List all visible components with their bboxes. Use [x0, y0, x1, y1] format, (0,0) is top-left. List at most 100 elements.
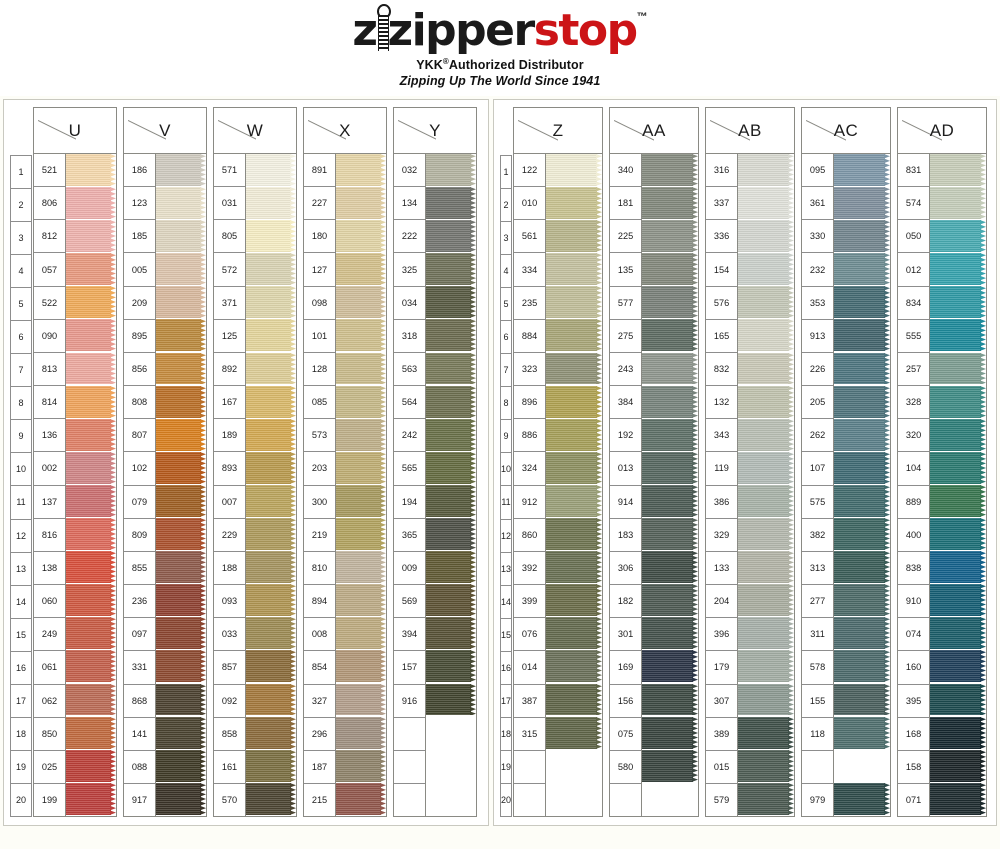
thread-code-cell[interactable]: 296: [304, 717, 335, 751]
thread-code-cell[interactable]: 316: [706, 154, 738, 188]
color-column-y[interactable]: Y 032 134 222 325 034 318 563 564 242 565 194 365 009…: [393, 107, 477, 817]
thread-code-cell[interactable]: 396: [706, 618, 738, 652]
thread-code-cell[interactable]: 085: [304, 386, 335, 420]
thread-swatch[interactable]: [246, 683, 296, 716]
thread-code-cell[interactable]: 169: [610, 651, 642, 685]
thread-swatch[interactable]: [246, 617, 296, 650]
thread-swatch[interactable]: [930, 154, 987, 186]
thread-swatch[interactable]: [336, 617, 386, 650]
thread-swatch[interactable]: [834, 352, 891, 385]
thread-swatch[interactable]: [642, 650, 699, 683]
thread-code-cell[interactable]: 831: [898, 154, 930, 188]
thread-code-cell[interactable]: 138: [34, 551, 65, 586]
thread-code-cell[interactable]: 580: [610, 750, 642, 784]
thread-code-cell[interactable]: 565: [394, 452, 425, 486]
thread-swatch[interactable]: [246, 716, 296, 749]
thread-code-cell[interactable]: 060: [34, 585, 65, 619]
thread-code-cell[interactable]: 913: [802, 319, 834, 353]
thread-code-cell[interactable]: 242: [394, 419, 425, 453]
thread-swatch[interactable]: [930, 716, 987, 749]
thread-code-cell[interactable]: 189: [214, 419, 245, 453]
thread-code-cell[interactable]: 249: [34, 618, 65, 652]
thread-swatch[interactable]: [642, 518, 699, 550]
thread-swatch[interactable]: [156, 220, 206, 253]
thread-swatch[interactable]: [246, 749, 296, 782]
thread-code-cell[interactable]: 209: [124, 286, 155, 320]
thread-code-cell[interactable]: 205: [802, 386, 834, 420]
color-column-ad[interactable]: AD 831 574 050 012 834 555 257 328 320 104 889 400 83…: [897, 107, 988, 817]
thread-code-cell[interactable]: 123: [124, 187, 155, 221]
thread-swatch[interactable]: [66, 154, 116, 186]
thread-swatch[interactable]: [156, 154, 206, 186]
thread-swatch[interactable]: [336, 518, 386, 550]
thread-swatch[interactable]: [426, 187, 476, 219]
thread-swatch[interactable]: [834, 750, 890, 782]
thread-swatch[interactable]: [336, 187, 386, 219]
thread-code-cell[interactable]: 136: [34, 419, 65, 453]
thread-swatch[interactable]: [642, 154, 699, 186]
thread-swatch[interactable]: [930, 286, 987, 319]
thread-swatch[interactable]: [66, 253, 116, 286]
thread-code-cell[interactable]: 134: [394, 187, 425, 221]
thread-code-cell[interactable]: 257: [898, 352, 930, 387]
thread-code-cell[interactable]: 092: [214, 684, 245, 718]
thread-code-cell[interactable]: 090: [34, 319, 65, 353]
thread-swatch[interactable]: [156, 683, 206, 716]
thread-swatch[interactable]: [930, 319, 987, 352]
thread-swatch[interactable]: [546, 253, 603, 286]
thread-swatch[interactable]: [246, 187, 296, 219]
thread-code-cell[interactable]: 382: [802, 518, 834, 552]
thread-code-cell[interactable]: 186: [124, 154, 155, 188]
thread-swatch[interactable]: [156, 551, 206, 584]
thread-code-cell[interactable]: 858: [214, 717, 245, 751]
thread-code-cell[interactable]: 222: [394, 220, 425, 254]
thread-code-cell[interactable]: 832: [706, 352, 738, 387]
thread-code-cell[interactable]: 183: [610, 518, 642, 552]
thread-swatch[interactable]: [336, 683, 386, 716]
thread-swatch[interactable]: [546, 418, 603, 451]
thread-code-cell[interactable]: 013: [610, 452, 642, 486]
thread-code-cell[interactable]: 850: [34, 717, 65, 751]
thread-code-cell[interactable]: 563: [394, 352, 425, 387]
thread-code-cell[interactable]: 808: [124, 386, 155, 420]
thread-code-cell[interactable]: 576: [706, 286, 738, 320]
thread-swatch[interactable]: [642, 783, 698, 815]
color-column-z[interactable]: Z 122 010 561 334 235 884 323 896 886 324 912 860 392…: [513, 107, 604, 817]
thread-code-cell[interactable]: 522: [34, 286, 65, 320]
thread-swatch[interactable]: [834, 220, 891, 253]
thread-swatch[interactable]: [246, 782, 296, 815]
thread-code-cell[interactable]: 155: [802, 684, 834, 718]
thread-code-cell[interactable]: 337: [706, 187, 738, 221]
thread-swatch[interactable]: [546, 716, 603, 749]
thread-swatch[interactable]: [246, 352, 296, 385]
thread-swatch[interactable]: [156, 650, 206, 683]
thread-code-cell[interactable]: 365: [394, 518, 425, 552]
thread-swatch[interactable]: [156, 253, 206, 286]
thread-swatch[interactable]: [738, 650, 795, 683]
thread-swatch[interactable]: [246, 286, 296, 319]
thread-swatch[interactable]: [834, 617, 891, 650]
thread-code-cell[interactable]: 002: [34, 452, 65, 486]
thread-swatch[interactable]: [834, 551, 891, 584]
thread-code-cell[interactable]: 573: [304, 419, 335, 453]
thread-swatch[interactable]: [642, 749, 699, 782]
thread-code-cell[interactable]: 031: [214, 187, 245, 221]
thread-code-cell[interactable]: 330: [802, 220, 834, 254]
thread-code-cell[interactable]: 009: [394, 551, 425, 586]
thread-code-cell[interactable]: 010: [514, 187, 546, 221]
thread-swatch[interactable]: [834, 650, 891, 683]
thread-swatch[interactable]: [546, 352, 603, 385]
thread-code-cell[interactable]: 564: [394, 386, 425, 420]
thread-swatch[interactable]: [66, 385, 116, 418]
thread-swatch[interactable]: [246, 154, 296, 186]
thread-code-cell[interactable]: [802, 750, 834, 784]
thread-swatch[interactable]: [930, 451, 987, 484]
thread-swatch[interactable]: [546, 617, 603, 650]
thread-code-cell[interactable]: [394, 717, 425, 751]
thread-swatch[interactable]: [426, 154, 476, 186]
thread-code-cell[interactable]: 868: [124, 684, 155, 718]
thread-code-cell[interactable]: 854: [304, 651, 335, 685]
thread-swatch[interactable]: [426, 551, 476, 584]
thread-swatch[interactable]: [930, 352, 987, 385]
thread-code-cell[interactable]: 187: [304, 750, 335, 784]
